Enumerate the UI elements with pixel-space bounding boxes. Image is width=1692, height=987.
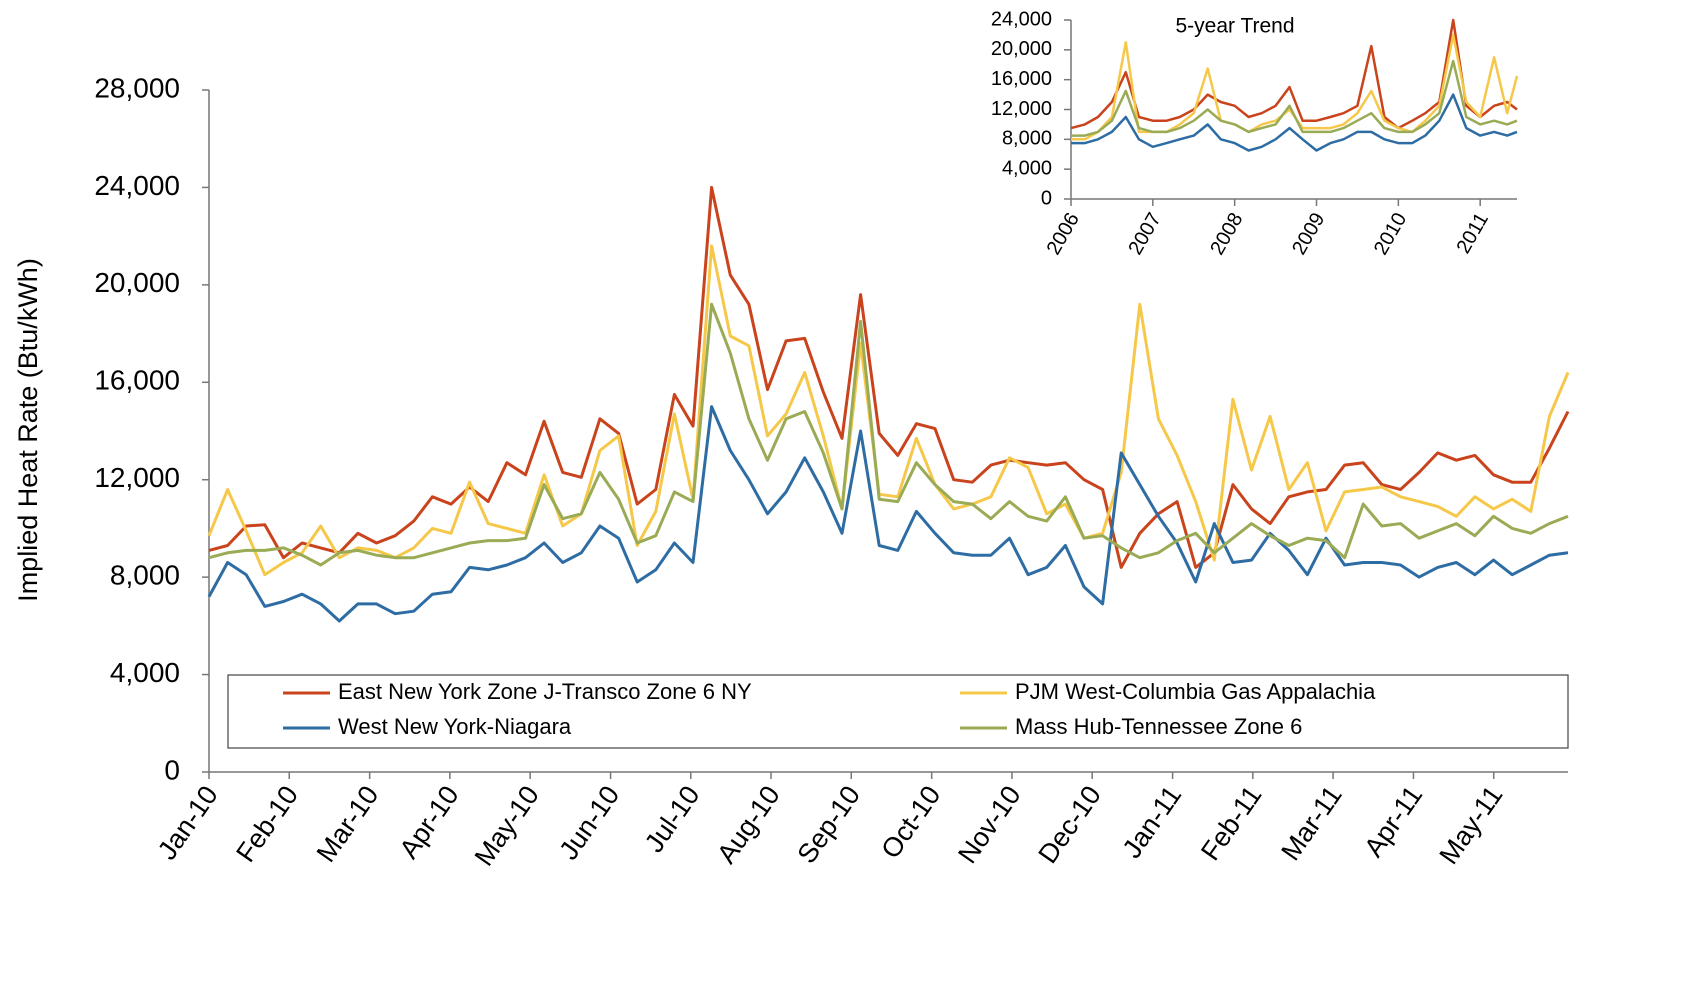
y-tick-label: 4,000 — [1002, 157, 1052, 179]
y-tick-label: 24,000 — [94, 170, 180, 201]
y-tick-label: 20,000 — [94, 267, 180, 298]
x-tick-label: Aug-10 — [711, 780, 786, 869]
y-tick-label: 0 — [164, 754, 180, 785]
y-tick-label: 24,000 — [991, 8, 1052, 30]
y-tick-label: 0 — [1041, 187, 1052, 209]
y-tick-label: 8,000 — [1002, 128, 1052, 150]
chart-title: 5-year Trend — [1175, 15, 1294, 38]
y-axis-title: Implied Heat Rate (Btu/kWh) — [13, 258, 43, 602]
y-tick-label: 20,000 — [991, 38, 1052, 60]
y-tick-label: 28,000 — [94, 72, 180, 103]
x-tick-label: Mar-10 — [311, 780, 385, 867]
series-line — [208, 185, 1570, 569]
x-tick-label: Feb-10 — [230, 780, 304, 867]
legend-label: East New York Zone J-Transco Zone 6 NY — [338, 679, 752, 704]
legend-label: PJM West-Columbia Gas Appalachia — [1015, 679, 1376, 704]
x-tick-label: Jun-10 — [553, 780, 625, 865]
series-line — [1070, 18, 1518, 130]
x-tick-label: Feb-11 — [1195, 780, 1267, 866]
x-tick-label: Mar-11 — [1275, 780, 1347, 866]
y-tick-label: 4,000 — [110, 657, 180, 688]
series-line — [1071, 59, 1518, 137]
x-tick-label: Apr-11 — [1358, 780, 1428, 862]
x-tick-label: Apr-10 — [394, 780, 465, 864]
series-line — [207, 244, 1570, 577]
inset-background — [955, 0, 1530, 285]
y-tick-label: 16,000 — [94, 365, 180, 396]
y-tick-label: 8,000 — [110, 560, 180, 591]
x-tick-label: May-11 — [1433, 780, 1508, 869]
legend-label: West New York-Niagara — [338, 714, 572, 739]
y-tick-label: 12,000 — [94, 462, 180, 493]
x-tick-label: Jan-10 — [152, 780, 224, 865]
y-tick-label: 16,000 — [991, 68, 1052, 90]
x-tick-label: Oct-10 — [875, 780, 946, 864]
x-tick-label: Nov-10 — [952, 780, 1027, 869]
legend-box — [227, 674, 1569, 749]
x-tick-label: May-10 — [469, 780, 545, 871]
series-line — [207, 405, 1569, 623]
series-line — [208, 302, 1569, 567]
y-tick-label: 12,000 — [991, 98, 1052, 120]
series-line — [1071, 93, 1518, 152]
x-tick-label: Jul-10 — [639, 780, 706, 857]
legend-label: Mass Hub-Tennessee Zone 6 — [1015, 714, 1302, 739]
x-tick-label: Jan-11 — [1117, 780, 1188, 863]
x-tick-label: Sep-10 — [791, 780, 866, 869]
x-tick-label: Dec-10 — [1032, 780, 1107, 869]
